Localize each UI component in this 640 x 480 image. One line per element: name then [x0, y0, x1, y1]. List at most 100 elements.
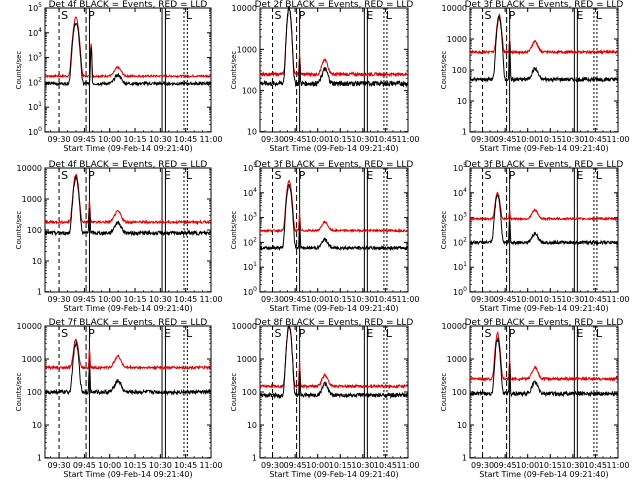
marker-letter: P [299, 169, 306, 182]
y-tick-label: 103 [453, 212, 467, 223]
marker-letter: P [299, 327, 306, 340]
y-tick-label: 103 [243, 212, 257, 223]
x-tick-label: 10:45 [374, 135, 397, 144]
y-tick-label: 10 [32, 257, 42, 266]
panel-title: Det 3f BLACK = Events, RED = LLD [255, 160, 414, 170]
y-tick-label: 105 [28, 2, 42, 13]
x-tick-label: 10:00 [306, 461, 329, 470]
y-tick-label: 1000 [22, 355, 42, 364]
marker-letter: P [509, 9, 516, 22]
y-tick-label: 1 [37, 288, 42, 297]
x-tick-label: 10:00 [516, 295, 539, 304]
y-tick-label: 10000 [442, 322, 467, 331]
x-axis-title: Start Time (09-Feb-14 09:21:40) [63, 304, 192, 313]
x-tick-label: 09:30 [261, 461, 284, 470]
x-tick-label: 09:30 [48, 295, 71, 304]
x-tick-label: 10:45 [174, 461, 197, 470]
x-tick-label: 10:45 [584, 295, 607, 304]
y-tick-label: 101 [243, 261, 257, 272]
events-series-line [259, 6, 408, 88]
x-axis-title: Start Time (09-Feb-14 09:21:40) [269, 304, 398, 313]
y-tick-label: 1 [252, 454, 257, 463]
marker-letter: E [576, 9, 583, 22]
marker-letter: P [88, 327, 95, 340]
x-tick-label: 09:30 [261, 135, 284, 144]
marker-letter: P [299, 9, 306, 22]
panel-title: Det 4f BLACK = Events, RED = LLD [49, 160, 208, 170]
marker-letter: L [386, 169, 393, 182]
marker-letter: L [596, 169, 603, 182]
y-tick-label: 101 [28, 101, 42, 112]
panel-title: Det 3f BLACK = Events, RED = LLD [465, 160, 624, 170]
y-tick-label: 10 [32, 421, 42, 430]
panel-title: Det 9f BLACK = Events, RED = LLD [465, 318, 624, 328]
lld-series-line [469, 330, 619, 383]
marker-letter: L [186, 9, 193, 22]
marker-letter: L [596, 9, 603, 22]
x-tick-label: 10:00 [516, 461, 539, 470]
x-tick-label: 09:45 [284, 461, 307, 470]
marker-letter: E [366, 327, 373, 340]
x-tick-label: 11:00 [396, 461, 419, 470]
y-tick-label: 1000 [447, 355, 467, 364]
x-axis-title: Start Time (09-Feb-14 09:21:40) [63, 144, 192, 153]
y-tick-label: 100 [27, 226, 42, 235]
x-tick-label: 10:30 [561, 461, 584, 470]
x-tick-label: 09:45 [494, 295, 517, 304]
y-tick-label: 10000 [442, 4, 467, 13]
y-tick-label: 10 [457, 97, 467, 106]
y-axis-title: Counts/sec [15, 211, 23, 250]
detector-panel: Det 2f BLACK = Events, RED = LLD 10 100 100… [230, 0, 420, 153]
x-tick-label: 10:30 [351, 295, 374, 304]
detector-panel: Det 7f BLACK = Events, RED = LLD 1 10 100 10… [15, 318, 223, 479]
panel-title: Det 2f BLACK = Events, RED = LLD [255, 0, 414, 10]
marker-letter: E [576, 327, 583, 340]
events-series-line [469, 193, 619, 246]
x-tick-label: 10:45 [584, 135, 607, 144]
x-tick-label: 10:15 [329, 135, 352, 144]
y-axis-title: Counts/sec [15, 51, 23, 90]
y-tick-label: 100 [452, 388, 467, 397]
x-tick-label: 10:30 [149, 135, 172, 144]
x-tick-label: 10:00 [98, 295, 121, 304]
y-tick-label: 100 [242, 388, 257, 397]
y-tick-label: 103 [28, 52, 42, 63]
marker-letter: E [576, 169, 583, 182]
y-tick-label: 104 [28, 27, 42, 38]
x-tick-label: 10:30 [561, 135, 584, 144]
x-tick-label: 10:15 [329, 461, 352, 470]
x-tick-label: 10:15 [539, 295, 562, 304]
y-tick-label: 100 [242, 87, 257, 96]
marker-letter: P [509, 327, 516, 340]
x-tick-label: 10:15 [124, 135, 147, 144]
y-tick-label: 1 [462, 128, 467, 137]
x-axis-title: Start Time (09-Feb-14 09:21:40) [269, 470, 398, 479]
x-axis-title: Start Time (09-Feb-14 09:21:40) [479, 470, 608, 479]
x-tick-label: 10:45 [584, 461, 607, 470]
x-tick-label: 09:45 [73, 295, 96, 304]
y-tick-label: 10000 [17, 164, 42, 173]
x-tick-label: 09:45 [494, 461, 517, 470]
marker-letter: E [164, 327, 171, 340]
y-axis-title: Counts/sec [230, 211, 238, 250]
x-tick-label: 10:15 [124, 461, 147, 470]
y-tick-label: 102 [28, 76, 42, 87]
y-tick-label: 1 [37, 454, 42, 463]
x-tick-label: 10:00 [98, 461, 121, 470]
y-tick-label: 104 [243, 187, 257, 198]
x-tick-label: 11:00 [606, 295, 629, 304]
marker-letter: S [275, 9, 282, 22]
detector-panel: Det 3f BLACK = Events, RED = LLD 100 101 10… [230, 160, 420, 313]
marker-letter: S [61, 9, 68, 22]
lld-series-line [469, 191, 619, 222]
y-tick-label: 102 [453, 236, 467, 247]
marker-letter: P [509, 169, 516, 182]
y-axis-title: Counts/sec [230, 373, 238, 412]
x-tick-label: 10:30 [351, 135, 374, 144]
y-tick-label: 101 [453, 261, 467, 272]
y-tick-label: 10 [247, 128, 257, 137]
marker-letter: S [485, 9, 492, 22]
y-tick-label: 10000 [232, 322, 257, 331]
marker-letter: E [164, 169, 171, 182]
x-axis-title: Start Time (09-Feb-14 09:21:40) [479, 144, 608, 153]
